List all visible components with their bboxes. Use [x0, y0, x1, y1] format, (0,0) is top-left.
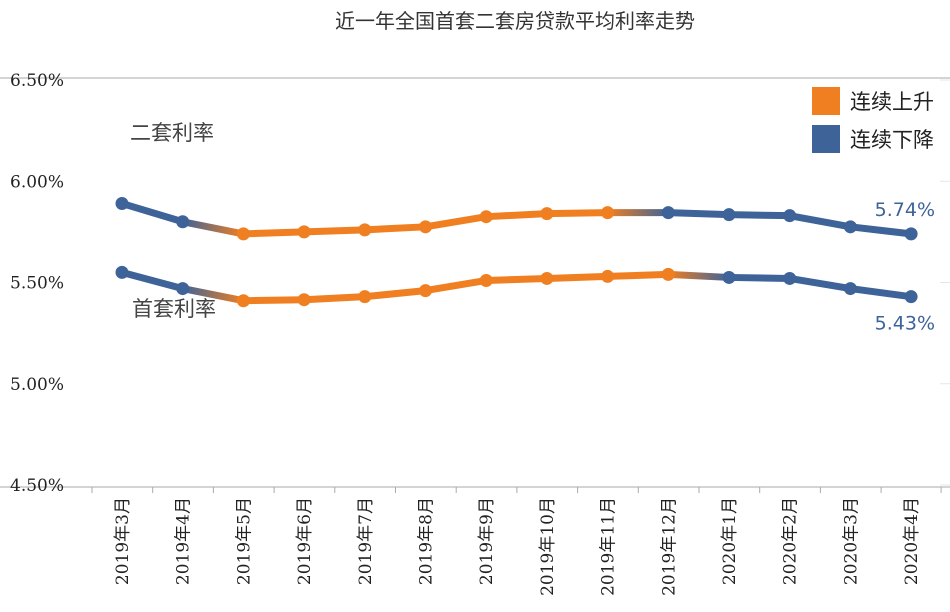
data-point: [904, 290, 918, 304]
data-point: [783, 271, 797, 285]
line-segment: [846, 223, 915, 238]
line-segment: [361, 223, 429, 234]
line-segment: [604, 270, 672, 280]
line-segment: [300, 293, 369, 304]
data-point: [540, 271, 554, 285]
data-point: [601, 269, 615, 283]
data-point: [661, 267, 675, 281]
x-tick-label: 2019年3月: [113, 497, 133, 585]
chart-title: 近一年全国首套二套房贷款平均利率走势: [335, 9, 695, 33]
line-segment: [846, 285, 915, 301]
line-segment: [543, 272, 612, 282]
x-tick-label: 2020年3月: [841, 497, 861, 585]
line-segment: [422, 276, 490, 295]
series-label-second-home: 二套利率: [130, 121, 214, 145]
legend-swatch: [812, 125, 840, 153]
x-tick-label: 2019年8月: [417, 497, 437, 585]
data-point: [419, 284, 432, 298]
line-segment: [482, 210, 551, 221]
data-point: [297, 293, 311, 307]
x-tick-label: 2020年4月: [902, 497, 922, 585]
x-tick-label: 2019年9月: [477, 497, 497, 585]
x-tick-label: 2019年12月: [659, 497, 679, 596]
x-tick-label: 2019年4月: [174, 497, 194, 585]
line-segment: [664, 270, 733, 281]
x-tick-label: 2019年7月: [356, 497, 376, 585]
x-tick-label: 2020年1月: [720, 497, 740, 585]
y-tick-label: 4.50%: [10, 476, 64, 496]
y-tick-label: 6.00%: [10, 172, 64, 192]
data-point: [479, 273, 493, 287]
series-lines: [118, 200, 915, 305]
x-tick-label: 2020年2月: [781, 497, 801, 585]
line-segment: [786, 212, 854, 231]
data-point: [904, 227, 918, 241]
x-tick-label: 2019年11月: [599, 497, 619, 596]
series-label-first-home: 首套利率: [132, 297, 216, 321]
data-point: [783, 209, 797, 223]
legend-label: 连续下降: [850, 128, 934, 152]
line-segment: [664, 209, 733, 219]
line-segment: [786, 274, 854, 293]
data-point: [479, 210, 493, 224]
y-tick-label: 5.50%: [10, 274, 64, 294]
x-tick-label: 2019年6月: [295, 497, 315, 585]
data-point: [236, 227, 250, 241]
line-segment: [725, 273, 794, 282]
data-point: [236, 294, 250, 308]
line-segment: [179, 285, 247, 305]
data-point: [540, 207, 554, 221]
line-segment: [482, 274, 551, 284]
line-segment: [361, 287, 429, 301]
data-point: [176, 215, 190, 229]
x-tick-label: 2019年10月: [538, 497, 558, 596]
data-point: [843, 282, 857, 296]
data-point: [358, 290, 372, 304]
data-point: [176, 282, 190, 296]
data-point: [843, 220, 857, 234]
line-segment: [118, 268, 187, 293]
data-point: [661, 206, 675, 220]
data-point: [115, 265, 129, 279]
data-point: [115, 197, 129, 211]
y-tick-label: 6.50%: [10, 71, 64, 91]
legend-swatch: [812, 87, 840, 115]
data-point: [419, 220, 432, 234]
x-tick-label: 2019年5月: [234, 497, 254, 585]
line-segment: [422, 213, 490, 231]
data-point: [297, 225, 311, 239]
y-tick-label: 5.00%: [10, 375, 64, 395]
line-segment: [239, 228, 308, 238]
end-value-label: 5.43%: [875, 313, 935, 335]
axes: 6.50% 6.00% 5.50% 5.00% 4.50% 2019年3月 2019年4月 2…: [0, 71, 950, 596]
series-points: [115, 197, 918, 308]
end-value-label: 5.74%: [875, 199, 935, 221]
line-segment: [725, 211, 794, 220]
line-segment: [239, 296, 308, 305]
line-segment: [543, 209, 612, 218]
legend-label: 连续上升: [850, 90, 934, 114]
data-point: [601, 206, 615, 220]
line-segment: [300, 226, 369, 236]
data-point: [358, 223, 372, 237]
data-point: [722, 270, 736, 284]
line-segment: [179, 218, 247, 238]
line-segment: [118, 200, 187, 226]
data-point: [722, 208, 736, 222]
